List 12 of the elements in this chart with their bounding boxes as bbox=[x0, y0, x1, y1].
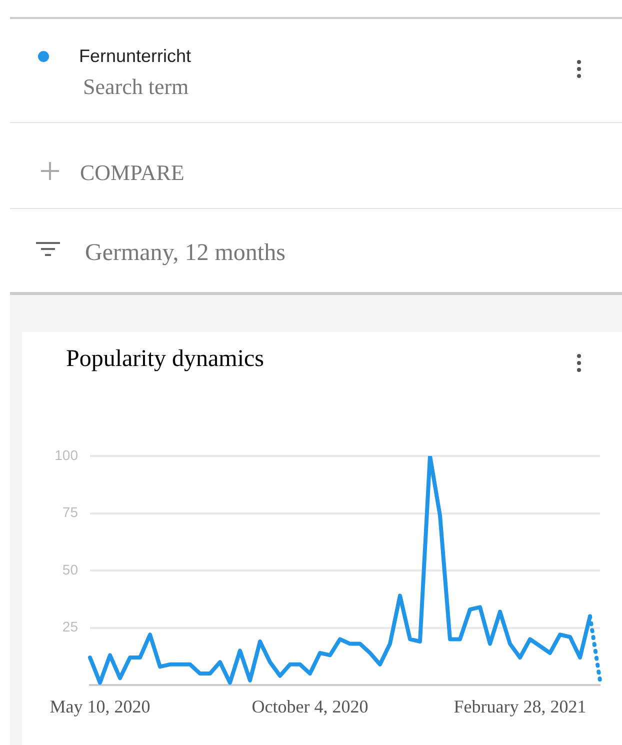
x-tick-label: October 4, 2020 bbox=[252, 696, 368, 717]
x-tick-label: February 28, 2021 bbox=[454, 696, 586, 717]
x-tick-label: May 10, 2020 bbox=[50, 696, 150, 717]
chart-title: Popularity dynamics bbox=[66, 346, 264, 373]
legend-label: Fernunterricht bbox=[79, 46, 192, 67]
text: Germany, 12 months bbox=[85, 240, 286, 267]
y-tick-label: 100 bbox=[54, 446, 78, 463]
y-tick-label: 50 bbox=[62, 561, 78, 578]
y-tick-label: 75 bbox=[62, 504, 78, 520]
text: Search term bbox=[83, 74, 189, 100]
text: COMPARE bbox=[80, 160, 184, 186]
y-tick-label: 25 bbox=[62, 618, 78, 635]
